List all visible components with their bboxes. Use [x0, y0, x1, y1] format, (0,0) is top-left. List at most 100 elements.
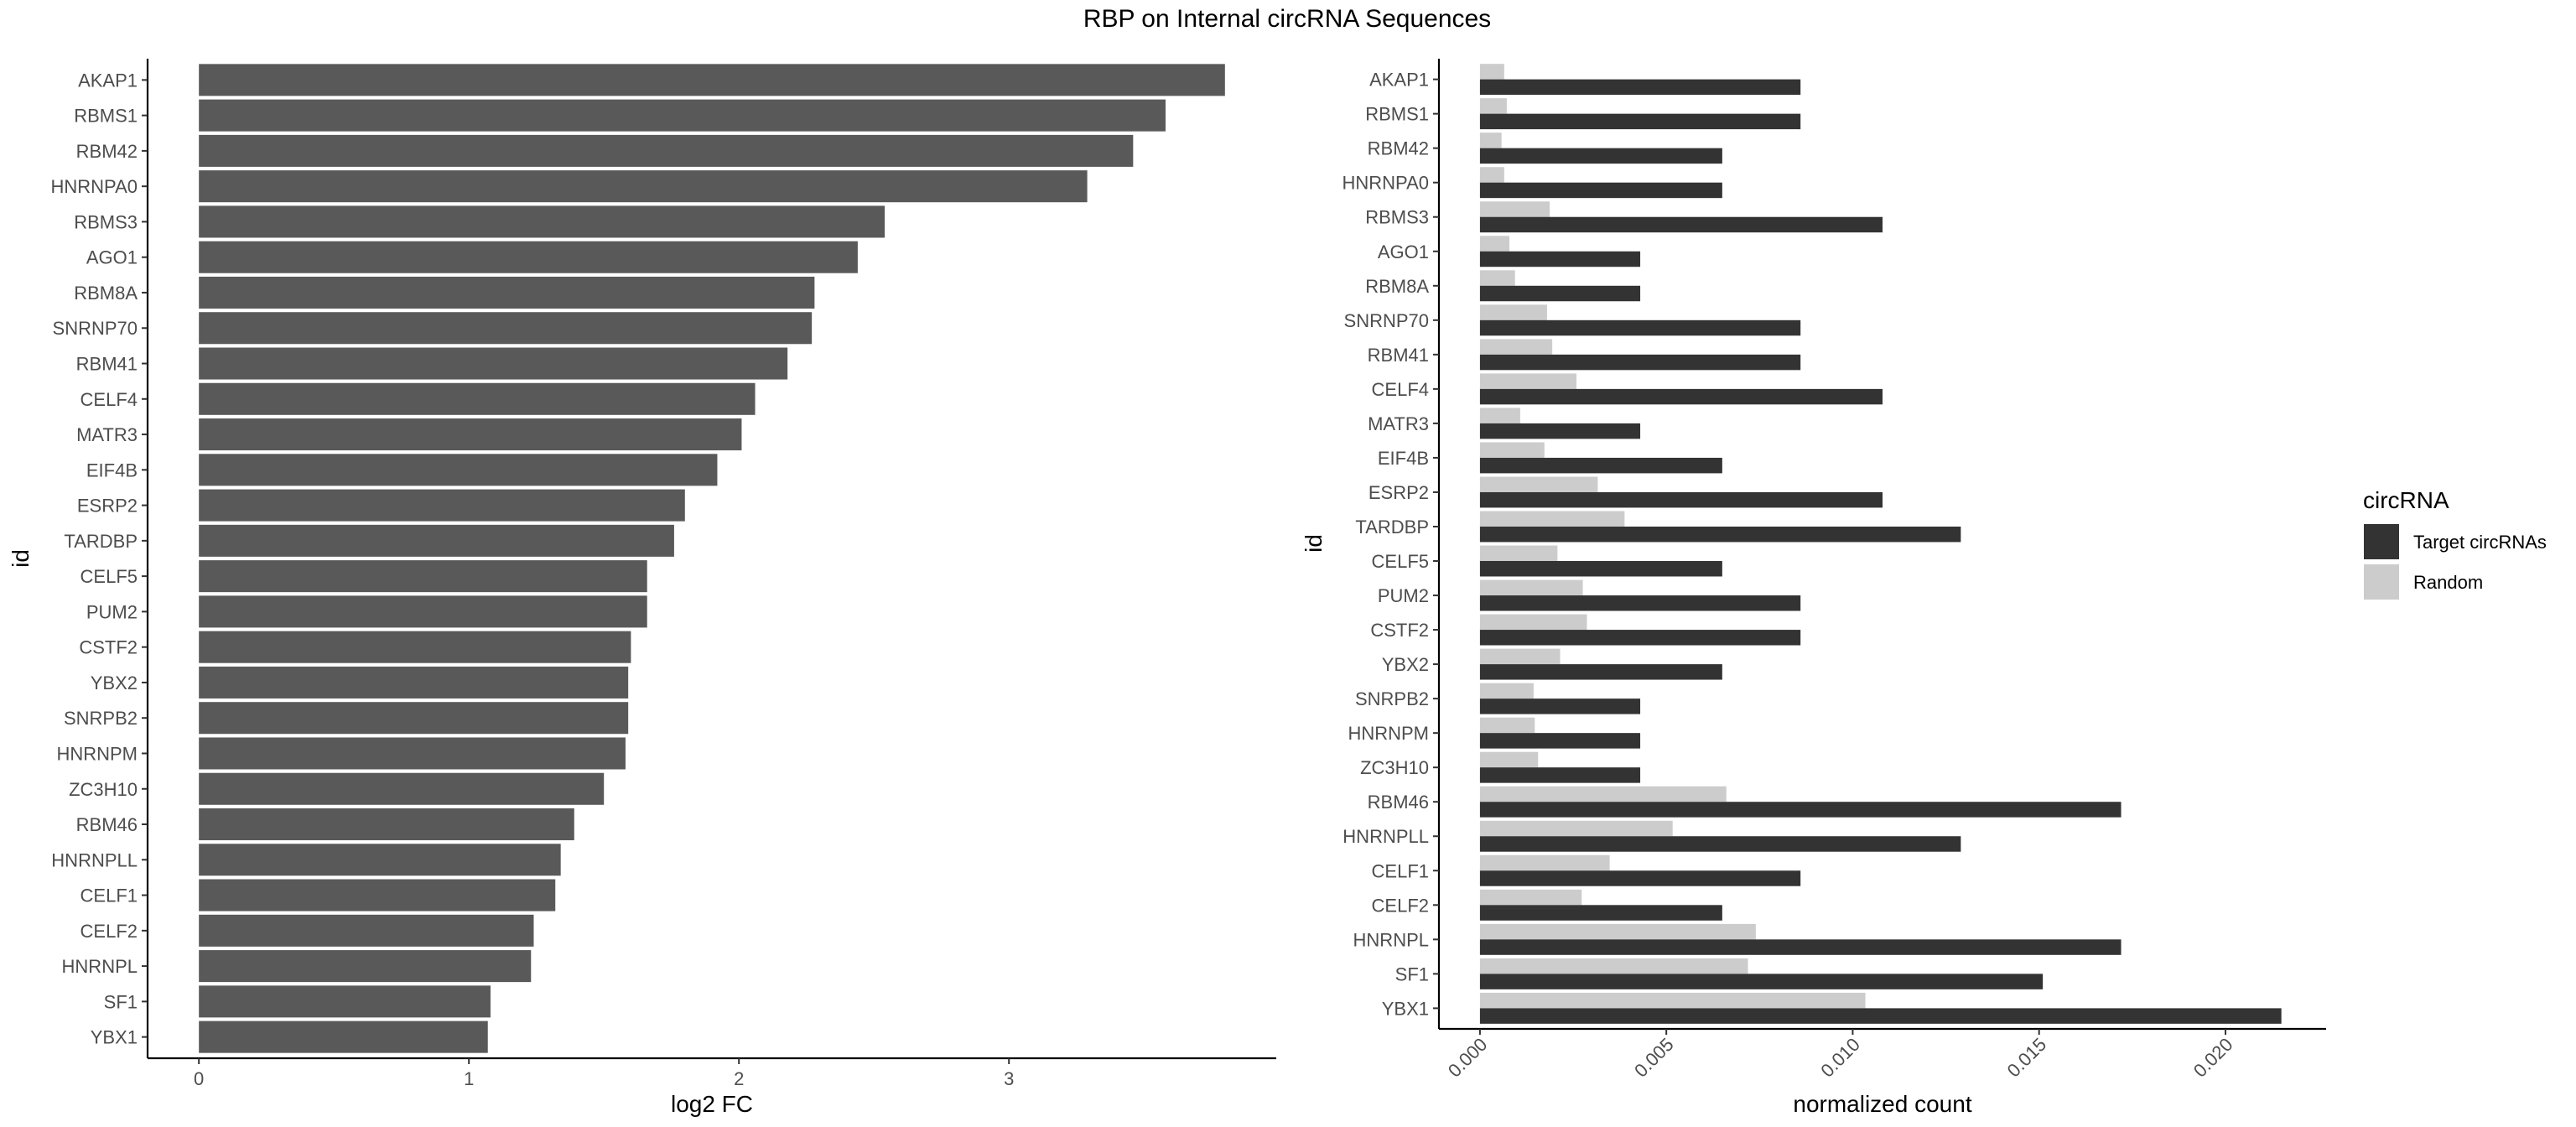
bar-snrnp70-target: [1479, 319, 1801, 336]
bar-hnrnpll-random: [1479, 820, 1673, 837]
bar-hnrnpll: [199, 844, 561, 876]
bar-ybx2: [199, 666, 629, 699]
y-tick-label-celf4: CELF4: [80, 389, 138, 410]
bar-rbms3-target: [1479, 216, 1883, 233]
y-tick-label-celf4: CELF4: [1372, 379, 1429, 400]
x-tick-label: 1: [464, 1068, 474, 1089]
bar-zc3h10-target: [1479, 767, 1641, 783]
y-tick-label-snrnp70: SNRNP70: [53, 318, 138, 339]
y-tick-label-pum2: PUM2: [86, 601, 138, 622]
bar-rbms3-random: [1479, 201, 1550, 217]
right-y-axis-label: id: [1301, 534, 1327, 553]
y-tick-label-hnrnpm: HNRNPM: [1348, 723, 1429, 744]
bar-cstf2-random: [1479, 614, 1587, 631]
right-x-axis-label: normalized count: [1793, 1091, 1971, 1117]
bar-esrp2-target: [1479, 491, 1883, 508]
y-tick-label-celf2: CELF2: [80, 921, 138, 942]
bar-sf1-target: [1479, 974, 2044, 989]
bar-ybx2-target: [1479, 664, 1722, 680]
y-tick-label-ybx1: YBX1: [91, 1027, 138, 1048]
y-tick-label-hnrnpa0: HNRNPA0: [1342, 173, 1429, 194]
left-x-tick-labels: 0 1 2 3: [194, 1058, 1014, 1089]
bar-rbm42-target: [1479, 148, 1722, 164]
bar-rbm41-random: [1479, 339, 1553, 355]
bar-celf1-random: [1479, 854, 1610, 871]
legend: circRNA Target circRNAs Random: [2363, 487, 2547, 600]
bar-celf2: [199, 914, 534, 947]
y-tick-label-rbm46: RBM46: [76, 814, 138, 835]
bar-akap1: [199, 64, 1225, 96]
chart-title: RBP on Internal circRNA Sequences: [1083, 5, 1491, 33]
y-tick-label-ybx2: YBX2: [91, 673, 138, 693]
legend-label-target: Target circRNAs: [2413, 532, 2547, 553]
y-tick-label-rbm8a: RBM8A: [74, 283, 138, 304]
bar-eif4b-target: [1479, 457, 1722, 474]
bar-snrpb2-target: [1479, 699, 1641, 714]
bar-matr3-random: [1479, 408, 1520, 423]
y-tick-label-hnrnpa0: HNRNPA0: [50, 176, 138, 197]
y-tick-label-rbm41: RBM41: [76, 354, 138, 375]
y-tick-label-hnrnpl: HNRNPL: [1353, 929, 1429, 950]
bar-hnrnpm-random: [1479, 717, 1535, 734]
bar-ybx2-random: [1479, 648, 1561, 665]
bar-akap1-random: [1479, 64, 1504, 80]
bar-matr3-target: [1479, 423, 1641, 439]
legend-title: circRNA: [2363, 487, 2449, 513]
bar-snrnp70: [199, 312, 813, 345]
bar-esrp2-random: [1479, 476, 1598, 492]
log2fc-bars: [199, 64, 1225, 1053]
bar-hnrnpa0: [199, 170, 1088, 203]
bar-ago1: [199, 241, 858, 273]
y-tick-label-rbm8a: RBM8A: [1365, 276, 1429, 297]
bar-celf2-random: [1479, 889, 1582, 906]
bar-rbm46-random: [1479, 786, 1727, 802]
y-tick-label-esrp2: ESRP2: [77, 496, 138, 517]
y-tick-label-eif4b: EIF4B: [86, 460, 138, 480]
bar-hnrnpll-target: [1479, 836, 1961, 852]
y-tick-label-cstf2: CSTF2: [1370, 620, 1429, 641]
bar-rbm42: [199, 134, 1134, 167]
bar-esrp2: [199, 489, 685, 522]
bar-ago1-random: [1479, 236, 1510, 252]
y-tick-label-akap1: AKAP1: [1369, 70, 1429, 91]
bar-celf4-random: [1479, 373, 1577, 389]
bar-hnrnpl-target: [1479, 939, 2122, 955]
y-tick-label-rbms1: RBMS1: [74, 106, 138, 127]
bar-rbm46-target: [1479, 802, 2122, 818]
log2fc-panel: AKAP1 RBMS1 RBM42 HNRNPA0 RBMS3 AGO1 RBM8A SNRN…: [8, 59, 1276, 1117]
y-tick-label-snrnp70: SNRNP70: [1344, 310, 1429, 331]
y-tick-label-rbms1: RBMS1: [1365, 104, 1429, 125]
legend-key-random: [2364, 564, 2399, 600]
bar-rbms3: [199, 205, 886, 238]
normalized-count-bars: [1479, 64, 2282, 1024]
y-tick-label-hnrnpll: HNRNPLL: [1343, 826, 1429, 847]
bar-rbms1-target: [1479, 113, 1801, 130]
bar-celf4: [199, 382, 756, 415]
y-tick-label-zc3h10: ZC3H10: [69, 779, 138, 800]
bar-matr3: [199, 418, 742, 451]
x-tick-label: 0.020: [2189, 1034, 2237, 1082]
right-y-tick-labels: AKAP1 RBMS1 RBM42 HNRNPA0 RBMS3 AGO1 RBM8A SNRN…: [1342, 70, 1439, 1019]
x-tick-label: 0: [194, 1068, 204, 1089]
bar-sf1-random: [1479, 958, 1748, 974]
bar-cstf2-target: [1479, 630, 1801, 646]
bar-rbms1: [199, 99, 1166, 132]
bar-snrpb2: [199, 702, 629, 735]
y-tick-label-rbm46: RBM46: [1368, 792, 1429, 813]
y-tick-label-celf5: CELF5: [1372, 551, 1429, 572]
bar-hnrnpl: [199, 950, 532, 983]
y-tick-label-hnrnpm: HNRNPM: [56, 743, 138, 764]
bar-rbm41-target: [1479, 354, 1801, 371]
y-tick-label-zc3h10: ZC3H10: [1360, 757, 1429, 778]
bar-hnrnpa0-target: [1479, 182, 1722, 199]
y-tick-label-celf1: CELF1: [1372, 860, 1429, 881]
bar-zc3h10-random: [1479, 751, 1539, 768]
right-x-tick-labels: 0.000 0.005 0.010 0.015 0.020: [1444, 1029, 2237, 1081]
left-y-axis-label: id: [8, 549, 34, 568]
y-tick-label-tardbp: TARDBP: [64, 531, 138, 552]
y-tick-label-akap1: AKAP1: [78, 70, 138, 91]
bar-eif4b: [199, 454, 718, 486]
y-tick-label-pum2: PUM2: [1378, 585, 1429, 606]
x-tick-label: 0.010: [1816, 1034, 1864, 1082]
